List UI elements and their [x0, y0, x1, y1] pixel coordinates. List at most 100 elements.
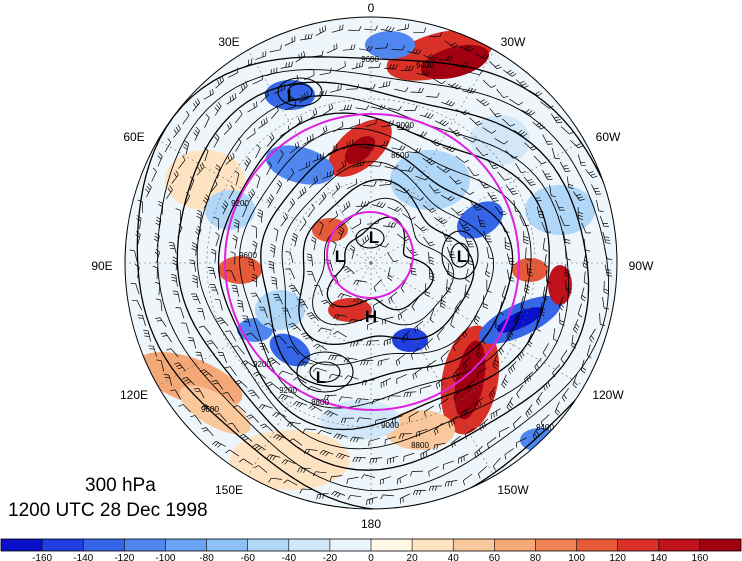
caption-pressure-level: 300 hPa — [85, 475, 156, 496]
wind-barb — [391, 415, 403, 425]
wind-barb — [346, 178, 358, 190]
wind-barb — [449, 176, 462, 185]
wind-barb — [583, 238, 591, 252]
wind-barb — [384, 164, 399, 170]
wind-barb — [440, 349, 450, 363]
wind-barb — [577, 303, 583, 318]
wind-barb — [191, 242, 197, 256]
wind-barb — [528, 89, 543, 97]
wind-barb — [225, 366, 237, 376]
wind-barb — [381, 120, 394, 128]
wind-barb — [258, 343, 270, 354]
wind-barb — [530, 191, 542, 202]
wind-barb — [336, 160, 347, 172]
wind-barb — [396, 374, 407, 384]
wind-barb — [252, 240, 258, 255]
wind-barb — [536, 206, 545, 219]
wind-barb — [255, 174, 261, 189]
wind-barb — [542, 286, 548, 301]
wind-barb — [222, 392, 235, 402]
wind-barb — [524, 279, 530, 294]
contour-label: 9400 — [416, 61, 434, 70]
wind-barb — [171, 170, 179, 184]
wind-barb — [563, 231, 571, 244]
contour-label: 8800 — [411, 441, 429, 450]
wind-barb — [515, 163, 527, 173]
wind-barb — [284, 101, 296, 111]
wind-barb — [276, 180, 283, 195]
colorbar-segment — [206, 539, 248, 551]
wind-barb — [373, 299, 384, 311]
wind-barb — [387, 206, 402, 212]
wind-barb — [560, 349, 568, 364]
wind-barb — [423, 53, 438, 61]
wind-barb — [375, 42, 389, 49]
wind-barb — [469, 117, 483, 126]
wind-barb — [441, 231, 453, 242]
wind-barb — [360, 474, 375, 479]
wind-barb — [339, 104, 352, 111]
wind-barb — [298, 360, 313, 367]
wind-barb — [329, 475, 343, 482]
wind-barb — [502, 69, 517, 77]
wind-barb — [307, 385, 322, 391]
contour-line — [441, 230, 479, 280]
wind-barb — [130, 282, 140, 295]
wind-barb — [324, 410, 339, 417]
wind-barb — [487, 192, 499, 202]
wind-barb — [230, 251, 236, 265]
wind-barb — [473, 310, 481, 325]
wind-barb — [234, 170, 240, 185]
wind-barb — [239, 458, 253, 466]
meridian-line — [247, 49, 372, 264]
wind-barb — [332, 240, 337, 255]
wind-barb — [129, 249, 138, 262]
colorbar-tick-label: -160 — [32, 553, 52, 561]
wind-barb — [288, 75, 299, 87]
wind-barb — [368, 161, 383, 167]
wind-barb — [470, 201, 482, 211]
wind-barb — [318, 192, 327, 206]
wind-barb — [516, 384, 524, 399]
wind-barb — [444, 40, 459, 48]
wind-barb — [349, 119, 360, 129]
wind-barb — [154, 248, 160, 263]
wind-barb — [513, 200, 521, 213]
wind-barb — [506, 326, 514, 341]
wind-barb — [444, 480, 458, 487]
wind-barb — [168, 241, 177, 254]
wind-barb — [353, 279, 367, 286]
colorbar-tick-label: 80 — [530, 553, 542, 561]
anomaly-blob — [385, 410, 455, 450]
wind-barb — [413, 27, 427, 34]
wind-barb — [248, 188, 256, 203]
wind-barb — [343, 357, 358, 363]
colorbar-segment — [288, 539, 331, 551]
wind-barb — [429, 308, 435, 323]
wind-barb — [333, 433, 348, 440]
wind-barb — [487, 158, 499, 169]
wind-barb — [286, 346, 299, 356]
wind-barb — [359, 143, 373, 149]
wind-barb — [501, 285, 507, 300]
colorbar-segment — [371, 539, 413, 551]
wind-barb — [387, 395, 401, 401]
contour-label: 8800 — [311, 398, 329, 407]
contour-line — [260, 143, 514, 388]
wind-barb — [344, 375, 359, 380]
wind-barb — [375, 140, 389, 147]
wind-barb — [157, 152, 163, 167]
longitude-label: 150W — [497, 483, 529, 497]
longitude-label: 0 — [368, 1, 375, 15]
wind-barb — [242, 315, 251, 327]
wind-barb — [170, 389, 182, 400]
wind-barb — [440, 194, 455, 202]
colorbar-segment — [412, 539, 454, 551]
wind-barb — [351, 61, 364, 70]
wind-barb — [211, 440, 226, 448]
wind-barb — [255, 50, 267, 60]
contour-label: 8600 — [391, 151, 409, 160]
wind-barb — [589, 328, 596, 343]
wind-barb — [293, 115, 303, 128]
meridian-line — [157, 262, 372, 387]
